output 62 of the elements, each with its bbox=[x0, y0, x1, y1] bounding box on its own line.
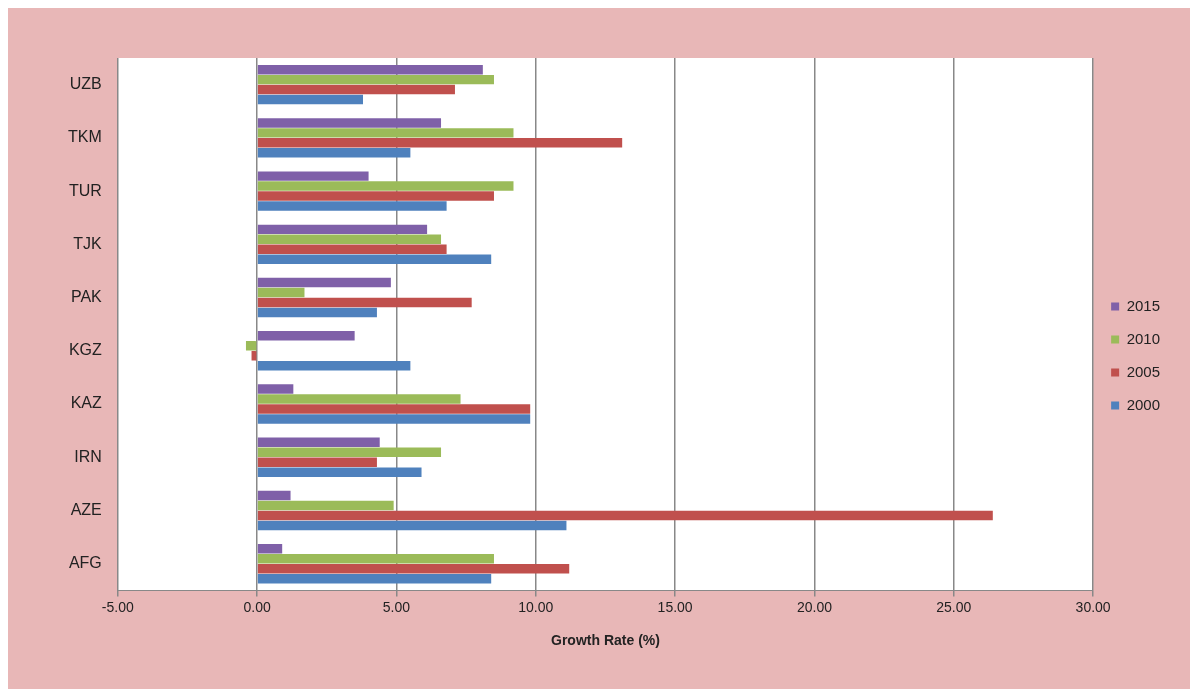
bar bbox=[257, 447, 442, 458]
y-tick-label: PAK bbox=[70, 287, 103, 305]
bar bbox=[257, 138, 623, 148]
bar bbox=[257, 467, 422, 478]
x-tick-label: 5.00 bbox=[382, 598, 411, 615]
bar bbox=[257, 171, 369, 181]
x-tick-label: 30.00 bbox=[1075, 598, 1111, 615]
bar bbox=[257, 94, 364, 105]
bar bbox=[257, 277, 391, 288]
x-tick-label: 25.00 bbox=[936, 598, 972, 615]
bar bbox=[257, 361, 411, 371]
x-tick-label: 20.00 bbox=[796, 598, 833, 615]
y-tick-label: AZE bbox=[70, 500, 102, 518]
bar bbox=[257, 437, 380, 448]
bar bbox=[257, 510, 993, 521]
y-tick-label: TKM bbox=[67, 128, 102, 146]
y-tick-label: TJK bbox=[73, 234, 103, 252]
legend-label: 2005 bbox=[1126, 362, 1161, 380]
bar bbox=[257, 297, 472, 308]
bar bbox=[257, 457, 377, 468]
bar bbox=[257, 148, 411, 158]
x-tick-label: 10.00 bbox=[518, 598, 554, 615]
legend-label: 2000 bbox=[1126, 395, 1161, 413]
x-axis-title: Growth Rate (%) bbox=[551, 632, 660, 649]
bar bbox=[257, 181, 514, 191]
bar bbox=[257, 331, 355, 341]
bar bbox=[257, 128, 514, 138]
bar bbox=[257, 564, 570, 574]
bar bbox=[257, 490, 291, 501]
bar bbox=[257, 414, 531, 424]
bar bbox=[257, 307, 377, 318]
bar bbox=[257, 574, 492, 584]
y-tick-label: IRN bbox=[74, 447, 102, 465]
bar bbox=[257, 394, 461, 404]
bar bbox=[257, 244, 447, 255]
legend-label: 2015 bbox=[1126, 296, 1161, 314]
bar bbox=[257, 384, 294, 394]
bar bbox=[257, 84, 455, 95]
y-tick-label: KAZ bbox=[70, 394, 102, 412]
bar bbox=[257, 554, 494, 564]
bar bbox=[257, 64, 483, 75]
bar bbox=[257, 201, 447, 211]
y-tick-label: KGZ bbox=[68, 341, 102, 359]
bar bbox=[257, 191, 494, 201]
y-tick-label: TUR bbox=[68, 181, 102, 199]
bar bbox=[257, 224, 428, 235]
y-tick-label: UZB bbox=[69, 75, 102, 93]
bar bbox=[257, 287, 305, 298]
x-tick-label: 15.00 bbox=[657, 598, 693, 615]
bar bbox=[245, 341, 257, 351]
bar bbox=[257, 404, 531, 414]
bar bbox=[257, 500, 394, 511]
bar bbox=[257, 254, 492, 265]
legend-label: 2010 bbox=[1126, 329, 1161, 347]
bar bbox=[257, 74, 494, 85]
bar bbox=[257, 544, 283, 554]
x-tick-label: -5.00 bbox=[101, 598, 134, 615]
x-tick-label: 0.00 bbox=[243, 598, 271, 615]
y-tick-label: AFG bbox=[68, 554, 102, 572]
bar bbox=[257, 234, 442, 245]
bar bbox=[257, 520, 567, 531]
bar bbox=[257, 118, 442, 128]
